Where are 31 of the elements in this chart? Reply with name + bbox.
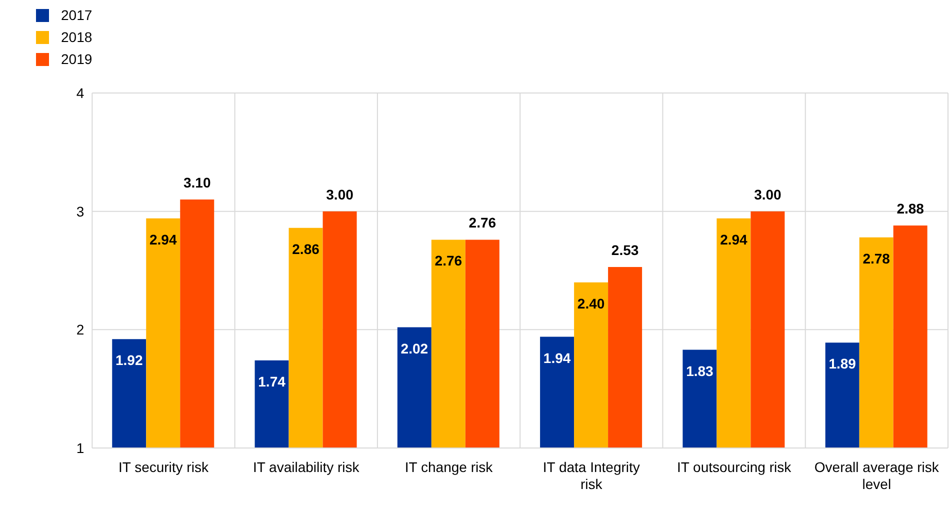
data-label: 2.76 [434,252,462,269]
data-label: 3.10 [184,174,211,190]
y-tick-label: 1 [76,440,84,456]
x-tick-label: IT outsourcing risk [676,459,792,475]
data-label: 1.83 [686,362,714,379]
data-label: 1.74 [258,373,286,390]
x-tick-label: IT data Integrity risk [542,459,640,492]
x-tick-label: Overall average risk level [814,459,940,492]
legend-label: 2018 [61,29,92,45]
y-tick-label: 3 [76,203,84,220]
y-tick-label: 2 [76,322,84,338]
data-label: 1.94 [543,350,571,366]
data-label: 2.40 [577,295,605,312]
data-label: 3.00 [326,186,354,202]
data-label: 2.88 [896,200,924,217]
x-tick-label: IT change risk [404,459,494,475]
data-label: 2.78 [862,250,890,266]
data-label: 2.86 [292,240,320,257]
x-tick-label: IT availability risk [252,459,360,475]
legend-label: 2017 [61,7,92,23]
data-label: 3.00 [754,186,782,202]
data-label: 2.94 [150,231,177,248]
data-label: 2.94 [720,231,748,248]
data-label: 2.02 [400,340,428,356]
data-label: 1.92 [116,352,143,368]
legend-label: 2019 [61,51,92,67]
data-label: 2.76 [468,214,496,231]
y-tick-label: 4 [76,84,84,101]
x-tick-label: IT security risk [118,459,210,475]
data-label: 2.53 [611,242,639,258]
data-label: 1.89 [828,356,856,372]
